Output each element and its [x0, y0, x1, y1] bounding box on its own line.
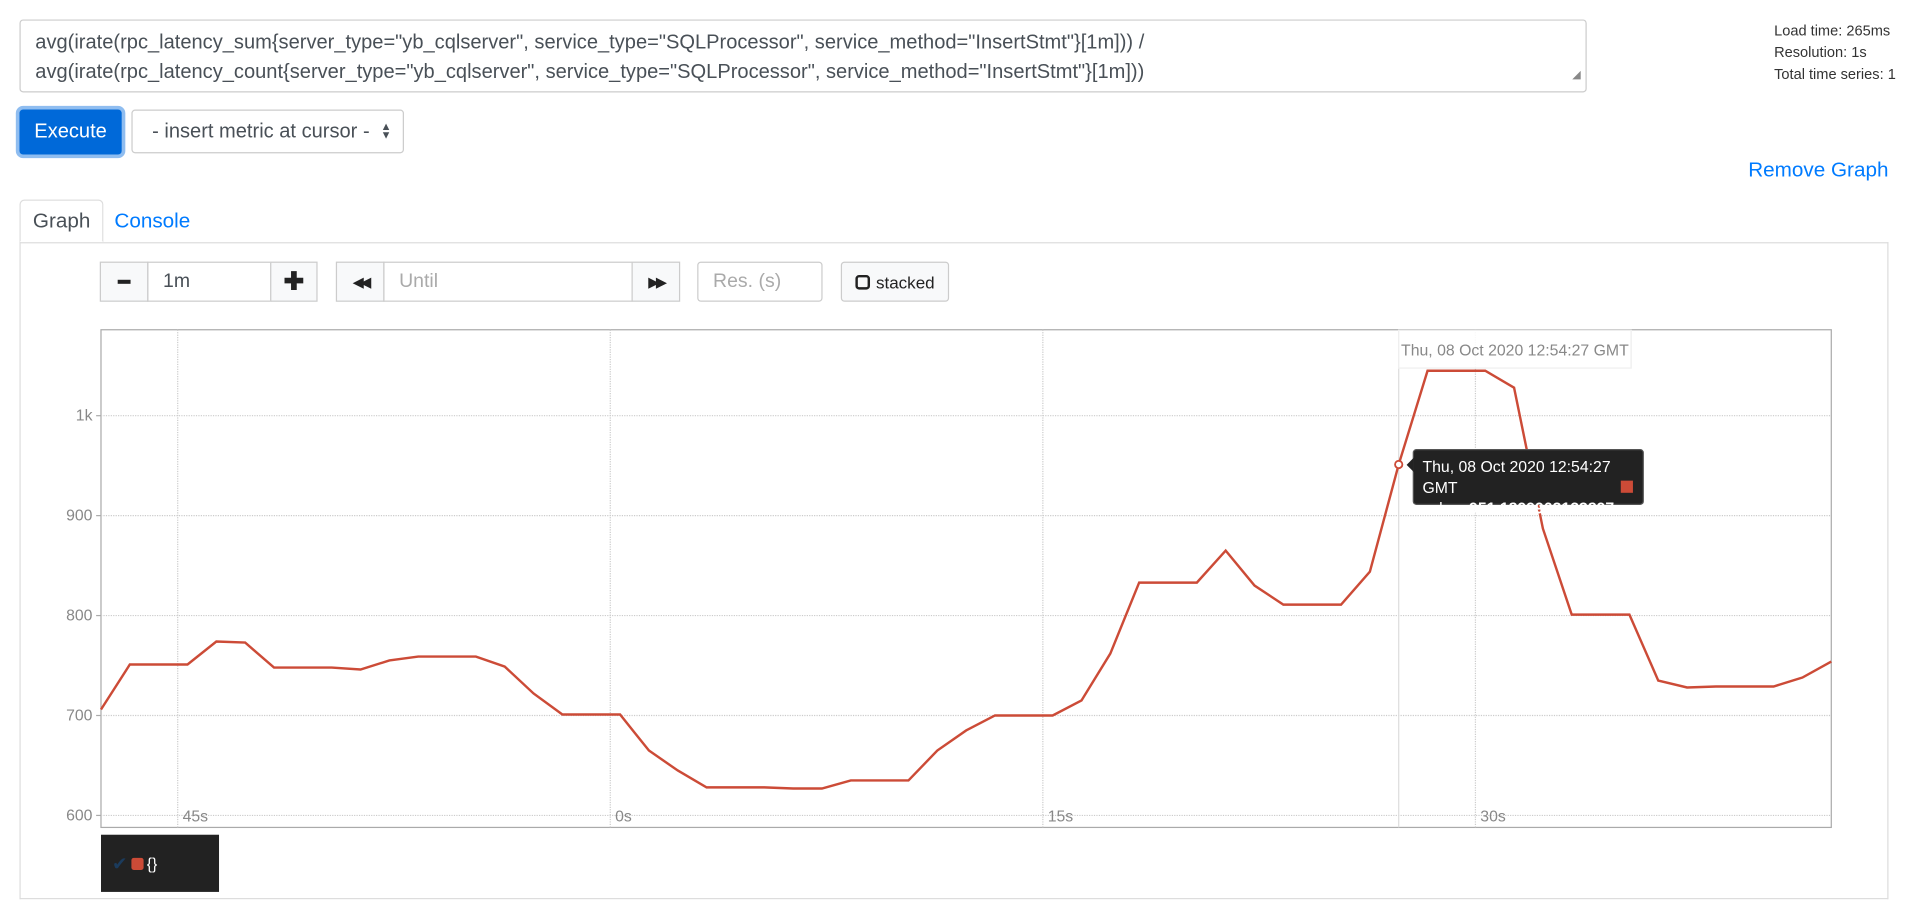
series-line: [99, 369, 1832, 790]
x-tick-label: 45s: [183, 808, 209, 825]
legend-series-label[interactable]: {}: [146, 854, 158, 873]
range-decrease-button[interactable]: ━: [99, 261, 149, 302]
x-tick-label: 15s: [1048, 808, 1074, 825]
minus-icon: ━: [118, 271, 130, 293]
plus-icon: ✚: [283, 268, 305, 296]
range-increase-button[interactable]: ✚: [270, 261, 318, 302]
tooltip-time: Thu, 08 Oct 2020 12:54:27 GMT: [1422, 457, 1611, 497]
resolution-input[interactable]: Res. (s): [697, 261, 823, 302]
insert-metric-select[interactable]: - insert metric at cursor - ▲ ▼: [131, 109, 404, 154]
tab-bar: Graph Console: [19, 199, 1889, 244]
time-back-button[interactable]: ◀◀: [335, 261, 385, 302]
tooltip-value-label: value:: [1422, 498, 1470, 518]
tab-graph[interactable]: Graph: [19, 199, 104, 243]
y-tick-label: 900: [66, 507, 93, 524]
y-tick-label: 800: [66, 607, 93, 624]
resolution: Resolution: 1s: [1774, 43, 1867, 61]
y-tick-label: 600: [66, 807, 93, 824]
y-tick-label: 1k: [76, 408, 93, 425]
range-value: 1m: [163, 270, 191, 292]
fast-backward-icon: ◀◀: [352, 273, 372, 291]
resize-handle-icon[interactable]: ◢: [1572, 68, 1581, 81]
tooltip-value: 951.1899903123897: [1469, 498, 1615, 518]
legend: ✔ {}: [100, 834, 220, 892]
expression-text: avg(irate(rpc_latency_sum{server_type="y…: [35, 31, 1145, 83]
stacked-label: stacked: [875, 271, 935, 292]
plot-area: [100, 329, 1832, 829]
x-tick-label: 30s: [1480, 808, 1506, 825]
x-tick-label: 0s: [615, 808, 632, 825]
until-placeholder: Until: [399, 270, 439, 292]
y-tick-label: 700: [66, 707, 93, 724]
select-arrows-icon: ▲ ▼: [380, 120, 392, 142]
hover-point: [1394, 459, 1404, 470]
resolution-placeholder: Res. (s): [713, 270, 782, 292]
fast-forward-icon: ▶▶: [648, 273, 667, 291]
expression-input[interactable]: avg(irate(rpc_latency_sum{server_type="y…: [19, 19, 1587, 93]
check-icon[interactable]: ✔: [111, 853, 128, 875]
total-time-series: Total time series: 1: [1774, 65, 1896, 83]
stacked-toggle[interactable]: stacked: [840, 261, 950, 302]
series-swatch: [1620, 480, 1633, 493]
tab-console[interactable]: Console: [114, 208, 191, 232]
execute-button[interactable]: Execute: [19, 109, 122, 155]
time-forward-button[interactable]: ▶▶: [631, 261, 681, 302]
data-tooltip: Thu, 08 Oct 2020 12:54:27 GMT value: 951…: [1406, 448, 1644, 517]
load-time: Load time: 265ms: [1774, 21, 1891, 39]
checkbox-icon: [855, 274, 870, 289]
remove-graph-link[interactable]: Remove Graph: [1748, 158, 1889, 182]
insert-metric-label: - insert metric at cursor -: [152, 119, 370, 142]
graph-panel: [19, 242, 1889, 900]
query-stats: Load time: 265ms Resolution: 1s Total ti…: [1774, 19, 1896, 85]
hover-time-label: Thu, 08 Oct 2020 12:54:27 GMT: [1398, 329, 1632, 369]
series-swatch: [130, 857, 144, 870]
